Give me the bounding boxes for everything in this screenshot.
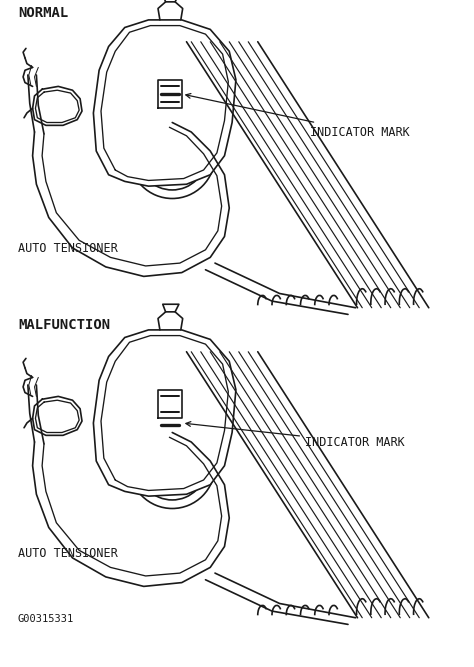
Polygon shape <box>93 20 236 186</box>
Polygon shape <box>93 330 236 496</box>
Text: AUTO TENSIONER: AUTO TENSIONER <box>18 242 118 255</box>
Text: MALFUNCTION: MALFUNCTION <box>18 318 110 332</box>
Text: INDICATOR MARK: INDICATOR MARK <box>186 422 405 448</box>
Text: INDICATOR MARK: INDICATOR MARK <box>186 93 410 139</box>
Text: NORMAL: NORMAL <box>18 6 68 20</box>
Text: G00315331: G00315331 <box>18 614 74 624</box>
Text: AUTO TENSIONER: AUTO TENSIONER <box>18 547 118 560</box>
